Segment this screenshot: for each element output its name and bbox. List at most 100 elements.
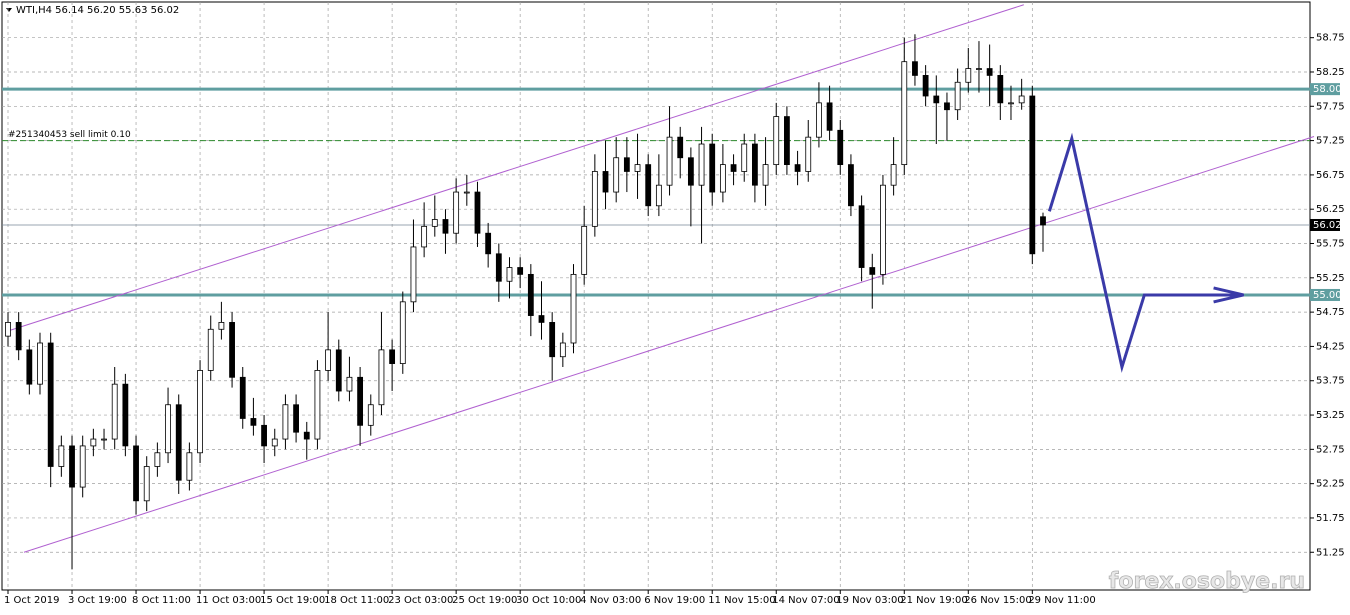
candle-body [698, 143, 705, 186]
candle-body [346, 376, 353, 392]
candle-body [410, 246, 417, 303]
candle-body [997, 75, 1004, 104]
candle-body [175, 404, 182, 481]
candle-body [165, 404, 171, 454]
candle-body [645, 164, 652, 207]
candle-body [229, 322, 235, 378]
candle-body [976, 68, 982, 70]
candle-body [784, 116, 790, 166]
x-tick-label: 4 Nov 03:00 [580, 595, 641, 606]
level-tag [1310, 288, 1340, 301]
x-tick-label: 11 Nov 15:00 [708, 595, 775, 606]
candle-body [677, 136, 684, 159]
candle-body [101, 438, 107, 441]
candle-body [805, 136, 812, 172]
candle-body [869, 267, 876, 275]
candle-body [485, 232, 492, 255]
candle-body [37, 342, 43, 385]
candle-body [922, 75, 929, 97]
x-tick-label: 8 Oct 11:00 [132, 595, 191, 606]
candle-body [709, 143, 716, 193]
candle-body [26, 349, 33, 385]
candle-body [325, 349, 332, 371]
price-tag [1310, 218, 1340, 231]
y-tick-label: 56.75 [1316, 170, 1345, 181]
candle-body [719, 164, 726, 193]
candle-body [421, 225, 428, 248]
candle-body [954, 81, 961, 111]
x-tick-label: 26 Nov 15:00 [964, 595, 1031, 606]
candle-body [538, 315, 545, 323]
x-tick-label: 29 Nov 11:00 [1028, 595, 1095, 606]
candle-body [623, 157, 630, 172]
x-tick-label: 14 Nov 07:00 [772, 595, 839, 606]
forecast-line [1047, 132, 1244, 373]
candle-body [90, 438, 97, 447]
candle-body [581, 225, 588, 275]
candle-body [495, 253, 502, 282]
x-tick-label: 30 Oct 10:00 [516, 595, 581, 606]
candle-body [890, 164, 897, 186]
x-tick-label: 1 Oct 2019 [4, 595, 59, 606]
candle-body [549, 322, 556, 358]
y-tick-label: 54.25 [1316, 341, 1345, 352]
order-label: #251340453 sell limit 0.10 [8, 130, 131, 140]
candle-body [559, 342, 566, 358]
y-tick-label: 51.75 [1316, 513, 1345, 524]
candle-body [591, 171, 598, 227]
candle-body [837, 129, 844, 166]
candle-body [218, 322, 225, 330]
candle-body [901, 61, 908, 166]
candle-body [58, 445, 65, 467]
candle-body [250, 418, 257, 426]
y-tick-label: 53.25 [1316, 410, 1345, 421]
candle-body [111, 383, 118, 440]
candle-body [282, 404, 289, 440]
candle-body [880, 184, 886, 275]
x-tick-label: 23 Oct 03:00 [388, 595, 453, 606]
candle-body [687, 157, 694, 186]
candle-body [15, 322, 22, 351]
candle-body [944, 102, 950, 111]
candle-body [5, 322, 11, 337]
candle-body [335, 349, 342, 392]
candle-body [186, 452, 193, 481]
candle-body [506, 267, 513, 282]
candle-body [752, 143, 758, 186]
candle-body [399, 301, 406, 364]
candle-body [730, 164, 737, 172]
candle-body [858, 205, 865, 268]
candle-body [1018, 95, 1025, 104]
candle-body [314, 370, 321, 440]
y-tick-label: 51.25 [1316, 547, 1345, 558]
y-tick-label: 57.75 [1316, 101, 1345, 112]
y-tick-label: 55.75 [1316, 239, 1345, 250]
chart-title: WTI,H4 56.14 56.20 55.63 56.02 [16, 5, 179, 16]
candle-body [613, 157, 620, 193]
candle-body [634, 164, 641, 172]
candle-body [431, 219, 438, 227]
y-tick-label: 52.25 [1316, 479, 1345, 490]
candle-body [826, 102, 833, 131]
candle-body [794, 164, 801, 172]
candle-body [239, 376, 246, 419]
y-tick-label: 54.75 [1316, 307, 1345, 318]
candle-body [197, 370, 203, 454]
x-tick-label: 21 Nov 19:00 [900, 595, 967, 606]
y-tick-label: 58.25 [1316, 67, 1345, 78]
candle-body [1040, 216, 1046, 226]
candle-body [79, 445, 86, 488]
candle-body [655, 184, 662, 207]
x-tick-label: 6 Nov 19:00 [644, 595, 705, 606]
watermark: forex.osobye.ru [1109, 569, 1305, 594]
candle-body [293, 404, 299, 433]
candle-body [463, 191, 470, 194]
candle-body [816, 102, 822, 138]
x-tick-label: 25 Oct 19:00 [452, 595, 517, 606]
candle-body [570, 273, 577, 344]
candle-body [933, 95, 940, 104]
candle-body [527, 273, 534, 316]
candle-body [389, 349, 396, 364]
y-tick-label: 58.75 [1316, 33, 1345, 44]
